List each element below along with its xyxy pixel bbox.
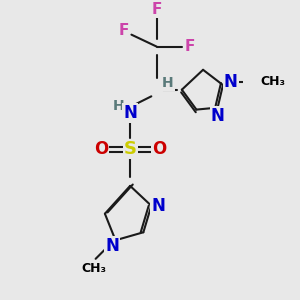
Text: N: N (123, 104, 137, 122)
Text: CH₃: CH₃ (260, 75, 285, 88)
Text: N: N (224, 73, 238, 91)
Text: F: F (118, 23, 129, 38)
Text: H: H (162, 76, 174, 90)
Text: O: O (152, 140, 166, 158)
Text: N: N (211, 106, 225, 124)
Text: N: N (151, 197, 165, 215)
Text: F: F (184, 39, 195, 54)
Text: N: N (105, 237, 119, 255)
Text: CH₃: CH₃ (81, 262, 106, 275)
Text: S: S (124, 140, 136, 158)
Text: O: O (94, 140, 108, 158)
Text: F: F (152, 2, 162, 17)
Text: H: H (112, 99, 124, 113)
